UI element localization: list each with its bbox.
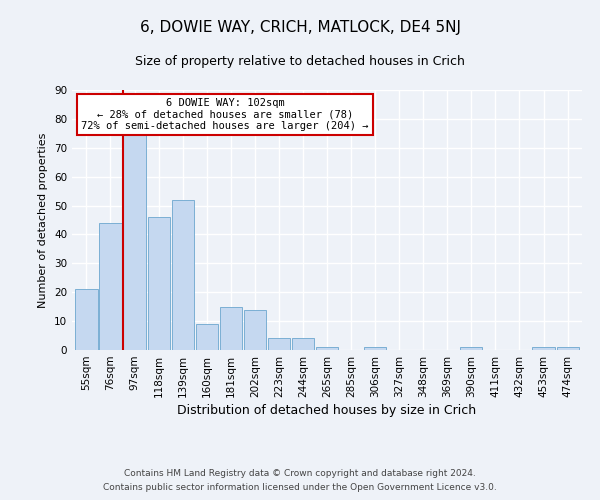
Text: Contains HM Land Registry data © Crown copyright and database right 2024.: Contains HM Land Registry data © Crown c…: [124, 468, 476, 477]
Text: Size of property relative to detached houses in Crich: Size of property relative to detached ho…: [135, 55, 465, 68]
Y-axis label: Number of detached properties: Number of detached properties: [38, 132, 49, 308]
Bar: [557, 347, 578, 350]
Bar: [100, 223, 122, 350]
Bar: [460, 347, 482, 350]
Bar: [124, 134, 146, 350]
Bar: [268, 338, 290, 350]
Bar: [364, 347, 386, 350]
Text: 6 DOWIE WAY: 102sqm
← 28% of detached houses are smaller (78)
72% of semi-detach: 6 DOWIE WAY: 102sqm ← 28% of detached ho…: [81, 98, 369, 131]
Bar: [244, 310, 266, 350]
X-axis label: Distribution of detached houses by size in Crich: Distribution of detached houses by size …: [178, 404, 476, 417]
Bar: [292, 338, 314, 350]
Bar: [196, 324, 218, 350]
Bar: [148, 217, 170, 350]
Bar: [76, 290, 98, 350]
Text: Contains public sector information licensed under the Open Government Licence v3: Contains public sector information licen…: [103, 484, 497, 492]
Bar: [220, 306, 242, 350]
Bar: [532, 347, 554, 350]
Bar: [316, 347, 338, 350]
Bar: [172, 200, 194, 350]
Text: 6, DOWIE WAY, CRICH, MATLOCK, DE4 5NJ: 6, DOWIE WAY, CRICH, MATLOCK, DE4 5NJ: [139, 20, 461, 35]
